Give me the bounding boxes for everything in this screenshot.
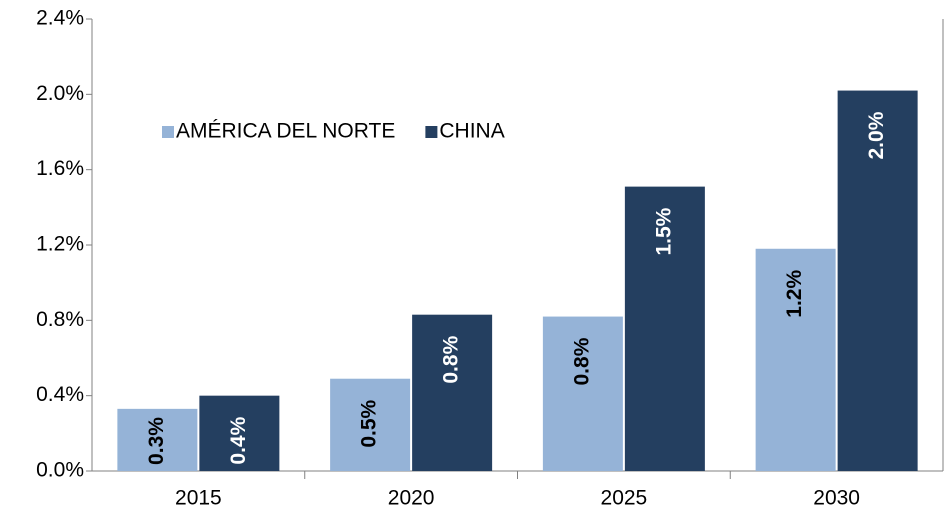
value-label: 0.8% [570, 337, 593, 385]
value-label: 0.8% [440, 335, 463, 383]
value-label: 2.0% [865, 111, 888, 159]
bar [412, 314, 493, 471]
y-tick-label: 1.2% [36, 233, 84, 256]
x-tick-label: 2025 [601, 487, 648, 510]
value-label: 0.3% [145, 417, 168, 465]
bar [755, 248, 836, 471]
legend-label: AMÉRICA DEL NORTE [176, 120, 395, 143]
y-tick-label: 2.4% [36, 7, 84, 30]
legend-swatch [425, 126, 438, 138]
bar [330, 378, 411, 471]
value-label: 0.5% [358, 399, 381, 447]
bar [117, 408, 198, 471]
bar [542, 316, 623, 471]
x-tick-label: 2020 [388, 487, 435, 510]
value-label: 1.2% [783, 270, 806, 318]
y-tick-label: 2.0% [36, 82, 84, 105]
x-tick-label: 2015 [175, 487, 222, 510]
bar [199, 395, 280, 471]
value-label: 0.4% [227, 416, 250, 464]
legend-label: CHINA [439, 120, 504, 143]
bar [837, 90, 918, 472]
y-tick-label: 1.6% [36, 157, 84, 180]
x-tick-label: 2030 [813, 487, 860, 510]
bar [624, 186, 705, 471]
legend-swatch [162, 126, 174, 138]
y-tick-label: 0.0% [36, 459, 84, 482]
value-label: 1.5% [652, 207, 675, 255]
y-tick-label: 0.4% [36, 383, 84, 406]
y-tick-label: 0.8% [36, 308, 84, 331]
